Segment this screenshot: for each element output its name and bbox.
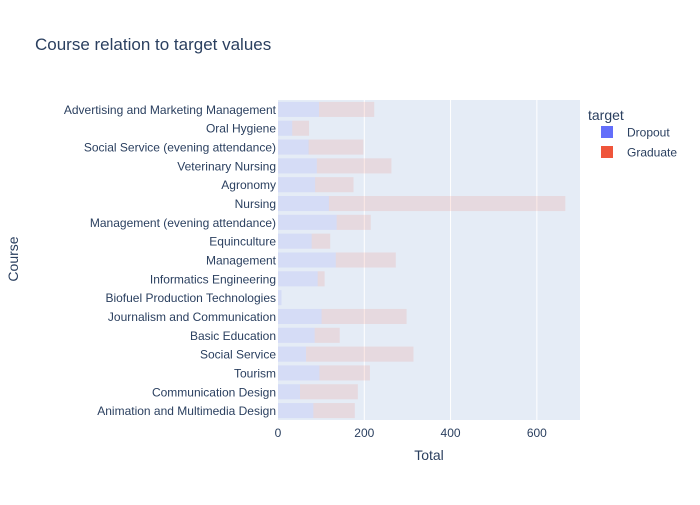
y-tick-label: Management (evening attendance)	[90, 216, 276, 230]
bar-graduate[interactable]	[319, 365, 370, 381]
bar-graduate[interactable]	[315, 177, 354, 193]
bar-dropout[interactable]	[278, 177, 316, 193]
y-tick-label: Biofuel Production Technologies	[105, 291, 276, 305]
bar-graduate[interactable]	[313, 403, 355, 419]
y-tick-label: Social Service	[200, 348, 276, 362]
y-tick-label: Journalism and Communication	[108, 310, 276, 324]
x-tick-labels: 0 200 400 600	[275, 426, 548, 440]
y-tick-label: Veterinary Nursing	[177, 159, 276, 173]
x-tick-label: 0	[275, 426, 282, 440]
y-tick-label: Social Service (evening attendance)	[84, 141, 276, 155]
bar-dropout[interactable]	[278, 233, 312, 249]
bar-dropout[interactable]	[278, 196, 329, 212]
y-tick-label: Advertising and Marketing Management	[64, 103, 277, 117]
bar-dropout[interactable]	[278, 403, 314, 419]
legend-label-dropout[interactable]: Dropout	[627, 126, 670, 140]
x-axis-title: Total	[414, 447, 444, 463]
bar-graduate[interactable]	[311, 233, 331, 249]
bar-graduate[interactable]	[335, 252, 396, 268]
y-tick-label: Oral Hygiene	[206, 122, 276, 136]
y-tick-label: Basic Education	[190, 329, 276, 343]
bar-graduate[interactable]	[308, 139, 364, 155]
chart-title: Course relation to target values	[35, 35, 271, 54]
bar-dropout[interactable]	[278, 252, 336, 268]
bar-layer	[278, 101, 566, 419]
bar-graduate[interactable]	[316, 158, 392, 174]
bar-dropout[interactable]	[278, 384, 301, 400]
bar-dropout[interactable]	[278, 365, 320, 381]
bar-graduate[interactable]	[321, 308, 407, 324]
bar-graduate[interactable]	[336, 214, 371, 230]
plot-area	[278, 100, 580, 420]
legend-label-graduate[interactable]: Graduate	[627, 146, 677, 160]
bar-dropout[interactable]	[278, 290, 282, 306]
legend[interactable]: target Dropout Graduate	[588, 107, 677, 160]
legend-swatch-dropout[interactable]	[601, 126, 613, 138]
y-tick-label: Animation and Multimedia Design	[97, 404, 276, 418]
y-tick-label: Management	[206, 254, 277, 268]
bar-dropout[interactable]	[278, 214, 337, 230]
legend-items: Dropout Graduate	[601, 126, 677, 160]
y-tick-label: Informatics Engineering	[150, 272, 276, 286]
x-tick-label: 600	[527, 426, 547, 440]
bar-graduate[interactable]	[300, 384, 358, 400]
y-tick-label: Equinculture	[209, 235, 276, 249]
legend-swatch-graduate[interactable]	[601, 146, 613, 158]
bar-dropout[interactable]	[278, 346, 307, 362]
bar-graduate[interactable]	[317, 271, 325, 287]
legend-title: target	[588, 107, 624, 123]
y-tick-label: Communication Design	[152, 385, 276, 399]
bar-graduate[interactable]	[314, 327, 340, 343]
bar-dropout[interactable]	[278, 120, 293, 136]
bar-graduate[interactable]	[328, 196, 566, 212]
y-tick-label: Agronomy	[221, 178, 276, 192]
bar-graduate[interactable]	[292, 120, 310, 136]
bar-graduate[interactable]	[306, 346, 414, 362]
bar-graduate[interactable]	[318, 101, 375, 117]
x-tick-label: 200	[354, 426, 374, 440]
bar-dropout[interactable]	[278, 271, 318, 287]
grid-layer	[363, 100, 538, 420]
bar-dropout[interactable]	[278, 327, 315, 343]
x-tick-label: 400	[441, 426, 461, 440]
y-tick-label: Tourism	[234, 366, 276, 380]
bar-dropout[interactable]	[278, 101, 319, 117]
bar-dropout[interactable]	[278, 158, 317, 174]
y-tick-labels: Advertising and Marketing Management Oral…	[64, 103, 277, 418]
bar-dropout[interactable]	[278, 308, 322, 324]
y-axis-title: Course	[5, 236, 21, 281]
y-tick-label: Nursing	[235, 197, 276, 211]
bar-dropout[interactable]	[278, 139, 309, 155]
